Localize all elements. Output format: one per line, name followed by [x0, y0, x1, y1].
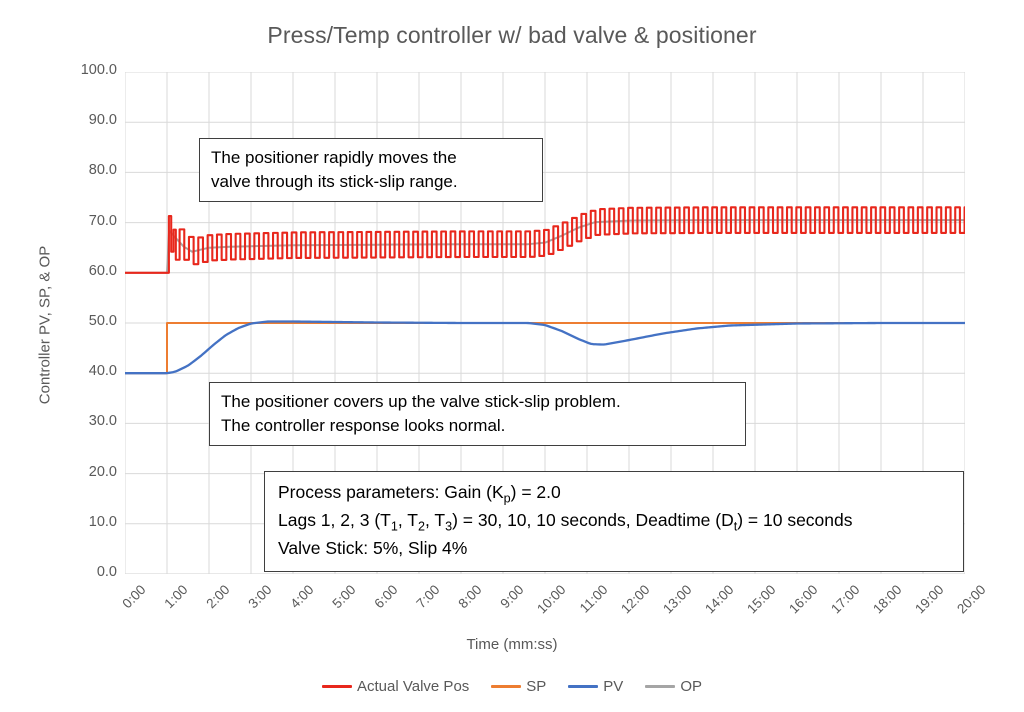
y-axis-tick-label: 0.0: [96, 564, 117, 580]
annotation-2-line-1: The positioner covers up the valve stick…: [221, 392, 621, 411]
process-params-line-3: Valve Stick: 5%, Slip 4%: [278, 538, 468, 559]
lag1-subscript: 1: [390, 519, 398, 534]
legend-label: PV: [603, 678, 624, 695]
legend-item[interactable]: SP: [491, 678, 546, 695]
y-axis-tick-label: 30.0: [88, 413, 117, 430]
gain-prefix: Process parameters: Gain (K: [278, 482, 504, 502]
legend-swatch-icon: [568, 685, 599, 688]
plot-area: [125, 72, 965, 574]
annotation-1-line-2: valve through its stick-slip range.: [211, 172, 458, 192]
annotation-positioner-stickslip: The positioner rapidly moves the valve t…: [199, 138, 543, 202]
process-params-line-2: Lags 1, 2, 3 (T1, T2, T3) = 30, 10, 10 s…: [278, 508, 950, 536]
y-axis-tick-label: 80.0: [88, 162, 117, 179]
y-axis-tick-label: 10.0: [88, 513, 117, 530]
annotation-controller-response: The positioner covers up the valve stick…: [209, 382, 746, 446]
gain-subscript: p: [503, 491, 511, 506]
annotation-1-line-1: The positioner rapidly moves the: [211, 148, 457, 167]
lags-c: , T: [424, 510, 446, 531]
y-axis-tick-label: 90.0: [88, 112, 117, 129]
chart-title: Press/Temp controller w/ bad valve & pos…: [267, 22, 757, 48]
y-axis-tick-label: 20.0: [88, 463, 117, 480]
y-axis-tick-label: 100.0: [80, 62, 117, 78]
chart-legend: Actual Valve Pos SP PV OP: [0, 678, 1024, 695]
lags-b: , T: [397, 510, 418, 531]
plot-svg: [125, 72, 965, 574]
annotation-process-parameters: Process parameters: Gain (Kp) = 2.0 Lags…: [264, 471, 964, 572]
legend-swatch-icon: [491, 685, 522, 688]
y-axis-tick-label: 60.0: [88, 262, 117, 279]
y-axis-title-label: Controller PV, SP, & OP: [36, 245, 54, 405]
x-axis-title: Time (mm:ss): [466, 636, 558, 653]
legend-item[interactable]: PV: [568, 678, 623, 695]
y-axis-tick-label: 70.0: [88, 212, 117, 229]
lags-e: ) = 10 seconds: [737, 510, 853, 531]
legend-item[interactable]: OP: [645, 678, 702, 695]
lag3-subscript: 3: [445, 519, 453, 534]
legend-label: SP: [526, 678, 547, 695]
series-lines: [125, 206, 965, 375]
lag2-subscript: 2: [417, 519, 425, 534]
process-params-line-1: Process parameters: Gain (Kp) = 2.0: [278, 480, 950, 508]
annotation-2-line-2: The controller response looks normal.: [221, 416, 506, 436]
gain-suffix: ) = 2.0: [510, 482, 561, 502]
y-axis-title: Controller PV, SP, & OP: [34, 215, 56, 435]
y-axis-tick-label: 40.0: [88, 363, 117, 380]
legend-label: Actual Valve Pos: [357, 678, 470, 695]
lags-d: ) = 30, 10, 10 seconds, Deadtime (D: [452, 510, 734, 531]
series-pv: [125, 320, 965, 375]
deadtime-subscript: t: [733, 519, 738, 534]
legend-label: OP: [680, 678, 702, 695]
legend-swatch-icon: [645, 685, 676, 688]
legend-item[interactable]: Actual Valve Pos: [322, 678, 469, 695]
lags-a: Lags 1, 2, 3 (T: [278, 510, 391, 531]
series-actual-valve-pos: [125, 206, 965, 274]
y-axis-tick-label: 50.0: [88, 313, 117, 329]
legend-swatch-icon: [322, 685, 352, 688]
